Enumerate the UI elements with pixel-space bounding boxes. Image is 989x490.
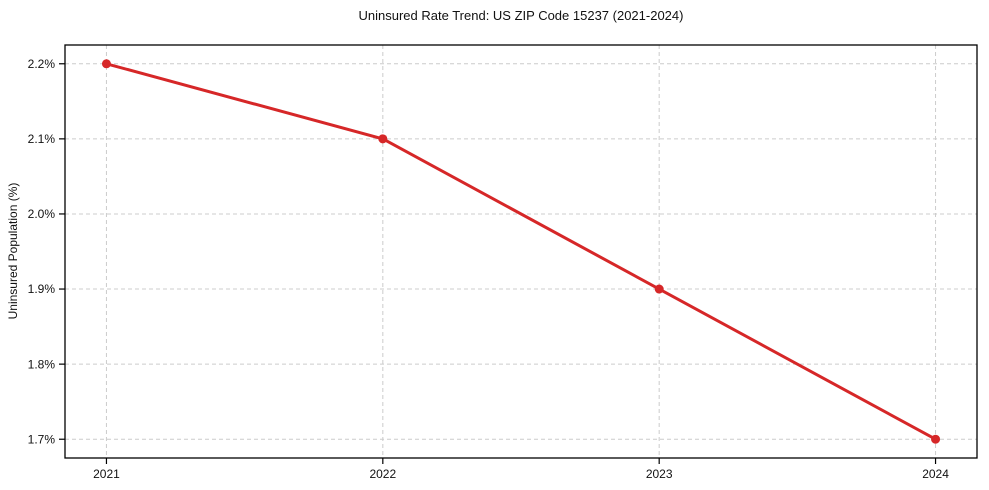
y-tick-label: 1.9% [28, 282, 56, 296]
data-point-2021 [101, 59, 111, 69]
x-tick-label: 2023 [646, 467, 673, 481]
x-tick-label: 2024 [922, 467, 949, 481]
axes-frame [64, 44, 978, 459]
chart-title: Uninsured Rate Trend: US ZIP Code 15237 … [358, 8, 684, 23]
y-tick-label: 2.0% [28, 207, 56, 221]
y-tick-label: 2.1% [28, 132, 56, 146]
data-point-2024 [931, 434, 941, 444]
data-point-2022 [378, 134, 388, 144]
x-tick-label: 2022 [369, 467, 396, 481]
y-tick-label: 1.8% [28, 357, 56, 371]
data-point-2023 [654, 284, 664, 294]
y-axis-label: Uninsured Population (%) [6, 182, 20, 320]
x-tick-label: 2021 [93, 467, 120, 481]
y-tick-label: 1.7% [28, 432, 56, 446]
y-tick-label: 2.2% [28, 57, 56, 71]
trend-line [104, 62, 938, 441]
